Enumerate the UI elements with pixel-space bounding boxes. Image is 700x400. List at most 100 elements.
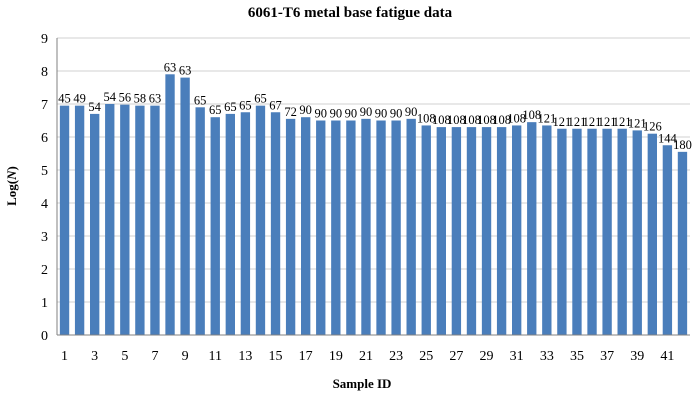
data-label: 108 bbox=[522, 108, 541, 122]
x-tick-label: 1 bbox=[61, 349, 68, 364]
y-tick-label: 6 bbox=[41, 131, 48, 146]
bar bbox=[632, 130, 642, 335]
data-label: 108 bbox=[432, 113, 451, 127]
data-label: 108 bbox=[507, 111, 526, 125]
bar bbox=[270, 112, 281, 335]
bar bbox=[120, 104, 130, 335]
x-tick-label: 25 bbox=[419, 349, 433, 364]
bar bbox=[135, 105, 145, 336]
x-tick-label: 17 bbox=[299, 349, 313, 364]
bar bbox=[285, 118, 296, 335]
data-label: 121 bbox=[613, 115, 632, 129]
data-label: 90 bbox=[390, 107, 403, 121]
bar bbox=[240, 112, 251, 335]
bar bbox=[602, 128, 612, 335]
x-tick-label: 9 bbox=[182, 349, 189, 364]
data-label: 180 bbox=[673, 138, 692, 152]
data-label: 58 bbox=[134, 92, 147, 106]
bar bbox=[572, 128, 582, 335]
chart-title: 6061-T6 metal base fatigue data bbox=[248, 5, 453, 21]
data-label: 65 bbox=[209, 103, 222, 117]
bar bbox=[195, 107, 205, 335]
data-label: 90 bbox=[345, 107, 358, 121]
data-label: 90 bbox=[330, 107, 343, 121]
bar bbox=[376, 120, 386, 335]
x-tick-label: 29 bbox=[480, 349, 494, 364]
bar bbox=[74, 105, 85, 336]
data-label: 63 bbox=[164, 60, 177, 74]
bar bbox=[557, 128, 567, 335]
data-label: 108 bbox=[462, 113, 481, 127]
y-tick-label: 3 bbox=[41, 230, 48, 245]
y-tick-label: 5 bbox=[41, 164, 48, 179]
bar bbox=[662, 145, 673, 335]
bar bbox=[436, 127, 446, 335]
bar bbox=[346, 120, 356, 335]
y-axis-title-suffix: ) bbox=[4, 166, 19, 170]
x-tick-label: 15 bbox=[269, 349, 283, 364]
data-label: 90 bbox=[360, 105, 373, 119]
x-tick-label: 19 bbox=[329, 349, 343, 364]
data-label: 121 bbox=[628, 116, 647, 130]
bar bbox=[451, 127, 462, 335]
data-label: 45 bbox=[58, 92, 71, 106]
y-tick-label: 8 bbox=[41, 65, 48, 80]
bar bbox=[316, 120, 326, 335]
bar bbox=[391, 120, 401, 335]
data-label: 108 bbox=[417, 111, 436, 125]
y-tick-label: 1 bbox=[41, 296, 48, 311]
y-tick-label: 9 bbox=[41, 32, 48, 47]
x-tick-label: 23 bbox=[389, 349, 403, 364]
y-tick-labels: 0 1 2 3 4 5 6 7 8 9 bbox=[41, 32, 48, 344]
bar bbox=[210, 117, 220, 335]
bar bbox=[150, 105, 160, 336]
data-label: 121 bbox=[568, 115, 587, 129]
y-axis-title-prefix: Log( bbox=[4, 180, 19, 206]
y-axis-title: Log(N) bbox=[4, 166, 19, 206]
data-label: 65 bbox=[224, 100, 237, 114]
data-label: 54 bbox=[88, 100, 101, 114]
bar bbox=[466, 127, 477, 335]
x-tick-label: 5 bbox=[121, 349, 128, 364]
x-tick-label: 37 bbox=[600, 349, 614, 364]
data-label: 63 bbox=[149, 92, 162, 106]
x-tick-label: 3 bbox=[91, 349, 98, 364]
x-tick-label: 13 bbox=[238, 349, 252, 364]
data-label: 144 bbox=[658, 131, 678, 145]
bar bbox=[165, 74, 175, 336]
y-tick-label: 2 bbox=[41, 263, 48, 278]
bar bbox=[512, 125, 522, 335]
bar bbox=[481, 127, 492, 335]
data-label: 90 bbox=[375, 107, 388, 121]
data-label: 63 bbox=[179, 64, 192, 78]
y-axis-title-var: N bbox=[4, 170, 19, 181]
bar bbox=[496, 127, 507, 335]
x-tick-label: 27 bbox=[449, 349, 463, 364]
x-axis-title: Sample ID bbox=[333, 376, 392, 391]
bar bbox=[331, 120, 341, 335]
bar bbox=[225, 113, 235, 336]
x-tick-label: 39 bbox=[630, 349, 644, 364]
data-label: 65 bbox=[254, 92, 267, 106]
data-label: 90 bbox=[315, 107, 328, 121]
bar bbox=[180, 77, 190, 335]
bar bbox=[527, 122, 537, 336]
data-label: 108 bbox=[447, 113, 466, 127]
data-label: 121 bbox=[537, 111, 556, 125]
bar bbox=[542, 125, 552, 335]
bar bbox=[647, 133, 657, 335]
y-tick-label: 7 bbox=[41, 98, 48, 113]
data-label: 56 bbox=[119, 91, 132, 105]
x-tick-label: 11 bbox=[209, 349, 222, 364]
bar bbox=[59, 105, 70, 336]
bar bbox=[255, 105, 266, 336]
data-label: 72 bbox=[284, 105, 297, 119]
bar bbox=[361, 118, 371, 335]
bar bbox=[587, 128, 597, 335]
bar bbox=[677, 151, 688, 335]
data-label: 90 bbox=[299, 103, 312, 117]
data-label: 121 bbox=[598, 115, 617, 129]
bar bbox=[105, 104, 115, 335]
